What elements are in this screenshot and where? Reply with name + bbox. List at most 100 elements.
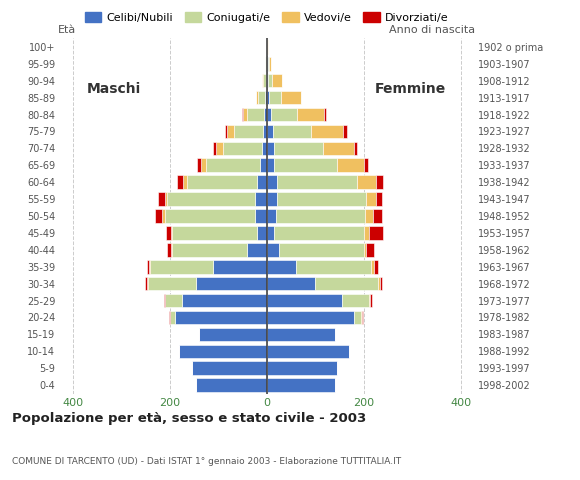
Bar — [262, 74, 263, 87]
Bar — [324, 108, 325, 121]
Bar — [298, 108, 324, 121]
Bar — [201, 158, 206, 172]
Bar — [213, 142, 216, 155]
Bar — [263, 125, 267, 138]
Bar — [213, 260, 267, 274]
Bar — [199, 328, 267, 341]
Bar — [267, 125, 273, 138]
Bar — [191, 361, 267, 375]
Bar — [175, 311, 267, 324]
Bar — [276, 209, 365, 223]
Bar — [264, 108, 267, 121]
Bar — [267, 243, 279, 257]
Bar — [167, 243, 171, 257]
Bar — [223, 142, 262, 155]
Bar — [150, 260, 213, 274]
Bar — [274, 226, 364, 240]
Bar — [364, 243, 367, 257]
Bar — [171, 243, 172, 257]
Bar — [269, 74, 272, 87]
Bar — [259, 158, 267, 172]
Bar — [167, 192, 255, 206]
Bar — [362, 311, 363, 324]
Bar — [257, 226, 267, 240]
Bar — [149, 260, 150, 274]
Bar — [265, 91, 267, 104]
Bar — [234, 125, 263, 138]
Bar — [269, 91, 281, 104]
Bar — [274, 142, 322, 155]
Bar — [241, 108, 242, 121]
Bar — [255, 192, 267, 206]
Bar — [277, 175, 357, 189]
Bar — [267, 57, 268, 71]
Bar — [343, 125, 347, 138]
Bar — [371, 260, 374, 274]
Bar — [255, 209, 267, 223]
Bar — [257, 175, 267, 189]
Bar — [281, 91, 301, 104]
Bar — [354, 311, 361, 324]
Bar — [367, 243, 374, 257]
Bar — [165, 192, 167, 206]
Bar — [267, 142, 274, 155]
Bar — [274, 158, 337, 172]
Bar — [357, 175, 376, 189]
Bar — [354, 142, 357, 155]
Bar — [322, 142, 354, 155]
Bar — [267, 108, 271, 121]
Bar — [273, 125, 311, 138]
Bar — [179, 345, 267, 358]
Bar — [316, 277, 379, 290]
Bar — [365, 209, 373, 223]
Text: Popolazione per età, sesso e stato civile - 2003: Popolazione per età, sesso e stato civil… — [12, 412, 366, 425]
Bar — [267, 361, 337, 375]
Bar — [342, 294, 369, 307]
Bar — [197, 158, 201, 172]
Bar — [248, 243, 267, 257]
Bar — [374, 260, 379, 274]
Bar — [248, 108, 264, 121]
Bar — [170, 311, 175, 324]
Bar — [262, 142, 267, 155]
Bar — [267, 311, 354, 324]
Bar — [224, 125, 227, 138]
Bar — [197, 378, 267, 392]
Bar — [267, 294, 342, 307]
Bar — [369, 226, 383, 240]
Bar — [182, 294, 267, 307]
Bar — [164, 294, 165, 307]
Bar — [364, 158, 368, 172]
Bar — [267, 328, 335, 341]
Bar — [145, 277, 147, 290]
Bar — [267, 277, 316, 290]
Text: COMUNE DI TARCENTO (UD) - Dati ISTAT 1° gennaio 2003 - Elaborazione TUTTITALIA.I: COMUNE DI TARCENTO (UD) - Dati ISTAT 1° … — [12, 456, 401, 466]
Bar — [148, 277, 197, 290]
Bar — [187, 175, 257, 189]
Bar — [376, 175, 383, 189]
Bar — [268, 57, 269, 71]
Bar — [155, 209, 162, 223]
Text: Anno di nascita: Anno di nascita — [390, 25, 476, 35]
Bar — [162, 209, 165, 223]
Bar — [171, 226, 172, 240]
Bar — [158, 192, 165, 206]
Bar — [266, 74, 267, 87]
Bar — [147, 260, 149, 274]
Bar — [269, 57, 271, 71]
Bar — [271, 108, 298, 121]
Bar — [172, 226, 257, 240]
Bar — [373, 209, 382, 223]
Bar — [258, 91, 265, 104]
Bar — [380, 277, 382, 290]
Text: Età: Età — [58, 25, 76, 35]
Bar — [279, 243, 364, 257]
Bar — [267, 192, 277, 206]
Bar — [379, 277, 380, 290]
Bar — [183, 175, 187, 189]
Bar — [267, 158, 274, 172]
Bar — [165, 209, 255, 223]
Bar — [311, 125, 343, 138]
Bar — [216, 142, 223, 155]
Bar — [267, 175, 277, 189]
